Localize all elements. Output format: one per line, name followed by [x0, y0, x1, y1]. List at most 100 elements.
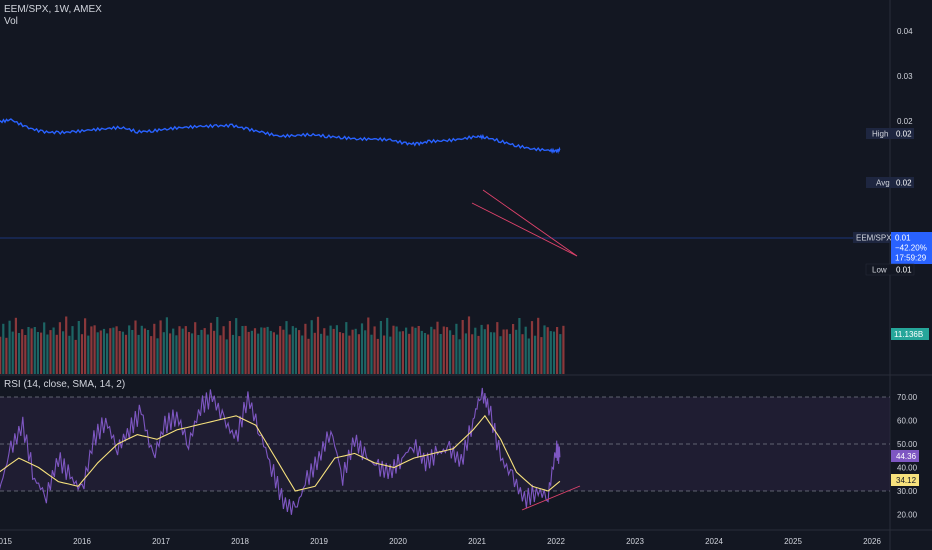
- volume-bar: [96, 332, 99, 374]
- volume-bar: [68, 335, 71, 374]
- volume-bar: [49, 330, 52, 374]
- volume-bar: [345, 322, 348, 374]
- volume-bar: [153, 323, 156, 374]
- volume-bar: [414, 327, 417, 374]
- volume-bar: [216, 317, 219, 374]
- current-price-badge: EEM/SPX 0.01 −42.20% 17:59:29: [853, 232, 932, 264]
- volume-bar: [225, 339, 228, 374]
- rsi-axis-ticks: 70.00 60.00 50.00 40.00 30.00 20.00: [897, 393, 918, 520]
- volume-bar: [272, 332, 275, 374]
- volume-bar: [137, 334, 140, 374]
- volume-bar: [62, 331, 65, 374]
- volume-bar: [165, 317, 168, 374]
- time-tick-label: 2019: [310, 537, 328, 546]
- volume-bar: [323, 328, 326, 374]
- volume-bar: [159, 320, 162, 374]
- volume-bar: [335, 325, 338, 374]
- price-tick-label: 0.02: [897, 117, 913, 126]
- volume-bar: [203, 328, 206, 374]
- volume-bar: [332, 328, 335, 374]
- time-tick-label: 2022: [547, 537, 565, 546]
- volume-bar: [461, 320, 464, 374]
- volume-bar: [219, 335, 222, 374]
- volume-bar: [27, 327, 30, 374]
- low-badge: Low 0.01: [865, 263, 915, 276]
- volume-bar: [200, 329, 203, 374]
- volume-bar: [178, 326, 181, 374]
- volume-bar: [279, 326, 282, 374]
- volume-bar: [455, 323, 458, 374]
- volume-bar: [329, 325, 332, 374]
- volume-bar: [131, 330, 134, 374]
- volume-bar: [231, 334, 235, 374]
- volume-bar: [134, 320, 137, 374]
- price-series-line[interactable]: [0, 118, 561, 155]
- volume-bar: [11, 331, 14, 374]
- volume-bar: [30, 328, 33, 374]
- volume-bar: [77, 321, 80, 374]
- volume-bar: [518, 318, 521, 374]
- volume-bar: [508, 333, 511, 374]
- avg-badge-value: 0.02: [896, 179, 912, 188]
- volume-bar: [115, 326, 118, 374]
- volume-bar: [420, 330, 423, 374]
- volume-bar: [109, 328, 112, 374]
- volume-bar: [499, 336, 502, 374]
- volume-bar: [342, 333, 345, 374]
- volume-bar: [102, 328, 106, 374]
- volume-bar: [276, 334, 279, 374]
- volume-bar: [14, 317, 17, 374]
- rsi-ma-series-line[interactable]: [0, 414, 561, 492]
- volume-bar: [24, 335, 27, 374]
- time-axis-ticks: 2015 2016 2017 2018 2019 2020 2021 2022 2023 2024…: [0, 537, 881, 546]
- volume-bar: [294, 327, 297, 374]
- current-symbol-label: EEM/SPX: [856, 234, 892, 243]
- time-tick-label: 2024: [705, 537, 723, 546]
- volume-bar: [436, 321, 439, 374]
- volume-bar: [307, 338, 310, 374]
- volume-bar: [291, 326, 294, 374]
- volume-bar: [354, 328, 357, 374]
- volume-bar: [493, 332, 496, 374]
- volume-bar: [40, 332, 43, 374]
- volume-bar: [389, 336, 392, 374]
- rsi-tick-label: 40.00: [897, 464, 918, 473]
- volume-bar: [357, 334, 360, 374]
- volume-bar: [206, 334, 209, 374]
- volume-bar: [55, 334, 58, 374]
- volume-header: Vol: [4, 16, 18, 27]
- volume-bar: [197, 335, 200, 374]
- volume-bar: [238, 336, 241, 374]
- volume-bar: [392, 325, 395, 374]
- volume-bar: [383, 335, 386, 374]
- time-tick-label: 2017: [152, 537, 170, 546]
- time-tick-label: 2015: [0, 537, 12, 546]
- volume-bar: [257, 333, 260, 374]
- volume-bar: [282, 329, 285, 374]
- volume-bar: [288, 334, 291, 374]
- volume-bar: [486, 324, 489, 374]
- volume-bar: [502, 329, 505, 374]
- volume-bar: [417, 326, 420, 374]
- volume-bar: [351, 329, 354, 374]
- volume-bar: [187, 332, 191, 374]
- volume-bar: [33, 327, 36, 374]
- rsi-trendline[interactable]: [521, 485, 581, 511]
- volume-bar: [367, 317, 370, 374]
- wedge-upper-trendline[interactable]: [482, 189, 578, 257]
- rsi-series-line[interactable]: [0, 387, 561, 515]
- volume-bar: [112, 327, 115, 374]
- volume-bar: [84, 318, 87, 374]
- symbol-header[interactable]: EEM/SPX, 1W, AMEX: [4, 4, 102, 15]
- rsi-header[interactable]: RSI (14, close, SMA, 14, 2): [4, 379, 126, 390]
- volume-bar: [298, 330, 301, 374]
- volume-bar: [326, 335, 329, 374]
- volume-bar: [194, 322, 197, 374]
- time-tick-label: 2026: [863, 537, 881, 546]
- price-tick-label: 0.04: [897, 27, 913, 36]
- volume-bar: [521, 334, 524, 374]
- rsi-ma-value: 34.12: [896, 476, 917, 485]
- wedge-lower-trendline[interactable]: [471, 202, 578, 257]
- rsi-tick-label: 20.00: [897, 511, 918, 520]
